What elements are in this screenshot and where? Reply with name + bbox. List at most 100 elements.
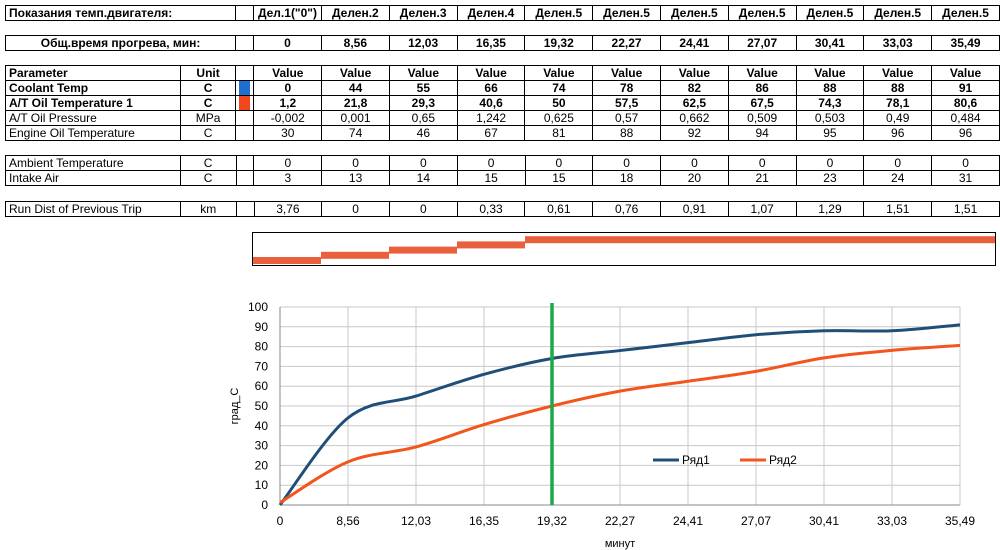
env-value: 0 (931, 155, 1000, 171)
division-label: Делен.2 (320, 5, 390, 21)
x-tick-label: 16,35 (469, 514, 499, 528)
spacer-cell (235, 35, 254, 51)
x-tick-label: 8,56 (336, 514, 360, 528)
y-axis-label: град_С (229, 388, 241, 425)
param-value: 66 (456, 80, 526, 96)
env-value: 20 (660, 170, 729, 186)
param-value: 0 (253, 80, 323, 96)
swatch-fill (239, 96, 251, 110)
trip-value: 1,07 (727, 201, 797, 217)
division-label: Делен.5 (524, 5, 594, 21)
param-value: 80,6 (931, 95, 1000, 111)
env-name: Ambient Temperature (5, 155, 181, 171)
trip-value: 0 (321, 201, 390, 217)
x-tick-label: 19,32 (537, 514, 567, 528)
env-value: 13 (321, 170, 390, 186)
param-row: Engine Oil Temperature C 30 74 46 67 81 88 92 94 9… (5, 125, 1000, 141)
col-header-value: Value (727, 65, 797, 81)
y-tick-label: 60 (255, 379, 269, 393)
warmup-time: 19,32 (524, 35, 594, 51)
warmup-time: 8,56 (320, 35, 390, 51)
y-tick-label: 80 (255, 340, 269, 354)
temperature-line-chart: 0 10 20 30 40 50 60 70 80 90 100 0 8,56 12,03 16,35 19… (229, 300, 975, 550)
trip-distance-table: Run Dist of Previous Trip km 3,76 0 0 0,33 0,6… (5, 201, 1000, 217)
env-value: 0 (795, 155, 865, 171)
division-label: Делен.5 (727, 5, 797, 21)
legend-label: Ряд1 (682, 453, 710, 467)
y-tick-label: 100 (248, 300, 268, 314)
env-value: 14 (388, 170, 458, 186)
env-value: 0 (660, 155, 729, 171)
x-tick-label: 12,03 (401, 514, 431, 528)
param-row: A/T Oil Temperature 1 C 1,2 21,8 29,3 40,6 50 5… (5, 95, 1000, 111)
param-value: 92 (660, 125, 729, 141)
col-header-value: Value (321, 65, 390, 81)
progress-step (389, 246, 457, 254)
env-value: 0 (253, 155, 323, 171)
param-value: 74,3 (795, 95, 865, 111)
param-unit: C (179, 125, 237, 141)
param-value: 94 (727, 125, 797, 141)
division-label: Делен.5 (795, 5, 865, 21)
param-row: A/T Oil Pressure MPa -0,002 0,001 0,65 1,242 0… (5, 110, 1000, 126)
division-label: Делен.5 (863, 5, 933, 21)
spacer-cell (235, 155, 255, 171)
param-value: 88 (863, 80, 933, 96)
x-tick-label: 0 (277, 514, 284, 528)
blank-row (6, 21, 1000, 36)
env-value: 3 (253, 170, 323, 186)
series-color-swatch (235, 95, 255, 111)
warmup-time: 27,07 (727, 35, 797, 51)
param-value: 21,8 (321, 95, 390, 111)
param-value: 62,5 (660, 95, 729, 111)
env-value: 21 (727, 170, 797, 186)
division-row: Показания темп.двигателя: Дел.1("0") Делен… (4, 5, 1000, 21)
env-value: 0 (456, 155, 526, 171)
param-name: Engine Oil Temperature (5, 125, 181, 141)
header-title: Показания темп.двигателя: (4, 5, 237, 21)
blank-cell (6, 21, 1000, 36)
param-value: 78,1 (863, 95, 933, 111)
param-unit: C (179, 80, 237, 96)
col-header-value: Value (863, 65, 933, 81)
col-header-value: Value (795, 65, 865, 81)
param-value: 74 (321, 125, 390, 141)
param-value: 57,5 (592, 95, 662, 111)
chart-legend: Ряд1 Ряд2 (653, 453, 797, 467)
temperature-chart: 0 10 20 30 40 50 60 70 80 90 100 0 8,56 12,03 16,35 19… (0, 290, 1000, 550)
series-line-1 (278, 323, 961, 506)
warmup-time: 12,03 (388, 35, 458, 51)
env-value: 0 (321, 155, 390, 171)
spacer-cell (235, 201, 255, 217)
chart-series (278, 303, 961, 506)
warmup-progress-strip (252, 232, 996, 266)
division-label: Делен.3 (388, 5, 458, 21)
col-header-value: Value (388, 65, 458, 81)
x-tick-label: 22,27 (605, 514, 635, 528)
col-header-value: Value (660, 65, 729, 81)
warmup-time: 30,41 (795, 35, 865, 51)
progress-strip-graphic (253, 236, 995, 264)
trip-value: 1,29 (795, 201, 865, 217)
col-header-unit: Unit (179, 65, 237, 81)
trip-value: 0,91 (660, 201, 729, 217)
trip-value: 1,51 (931, 201, 1000, 217)
division-label: Дел.1("0") (252, 5, 322, 21)
col-header-value: Value (931, 65, 1000, 81)
env-value: 0 (863, 155, 933, 171)
warmup-label: Общ.время прогрева, мин: (4, 35, 237, 51)
progress-step (253, 257, 321, 264)
warmup-time: 24,41 (659, 35, 729, 51)
param-name: Coolant Temp (5, 80, 181, 96)
y-tick-label: 30 (255, 439, 269, 453)
y-tick-label: 0 (261, 498, 268, 512)
param-value: 0,503 (795, 110, 865, 126)
param-value: 0,662 (660, 110, 729, 126)
warmup-header-table: Показания темп.двигателя: Дел.1("0") Делен… (4, 5, 1000, 51)
env-row: Intake Air C 3 13 14 15 15 18 20 21 23 24 31 (5, 170, 1000, 186)
env-unit: C (179, 170, 237, 186)
param-value: 96 (863, 125, 933, 141)
param-value: 96 (931, 125, 1000, 141)
swatch-fill (239, 81, 251, 95)
y-tick-label: 90 (255, 320, 269, 334)
